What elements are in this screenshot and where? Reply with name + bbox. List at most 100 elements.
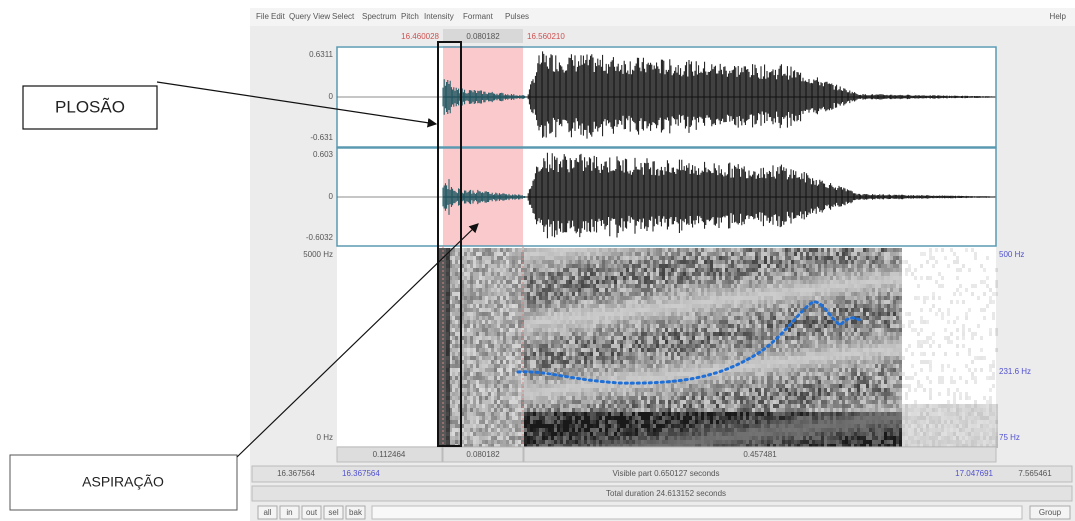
spectrogram-cell [476,272,479,276]
spectrogram-cell [596,280,599,284]
spectrogram-cell [494,280,497,284]
spectrogram-cell [554,364,557,368]
spectrogram-cell [698,320,701,324]
spectrogram-cell [497,272,500,276]
spectrogram-cell [467,368,470,372]
spectrogram-cell [665,388,668,392]
spectrogram-cell [506,420,509,424]
spectrogram-cell [536,296,539,300]
spectrogram-cell [743,284,746,288]
spectrogram-cell [575,292,578,296]
spectrogram-cell [677,364,680,368]
spectrogram-cell [515,308,518,312]
spectrogram-cell [599,352,602,356]
spectrogram-cell [473,400,476,404]
spectrogram-cell [479,356,482,360]
spectrogram-cell [590,404,593,408]
spectrogram-cell [506,424,509,428]
spectrogram-cell [554,356,557,360]
spectrogram-cell [542,384,545,388]
spectrogram-cell [542,316,545,320]
spectrogram-cell [455,264,458,268]
spectrogram-cell [737,288,740,292]
spectrogram-cell [695,368,698,372]
spectrogram-cell [722,360,725,364]
spectrogram-cell [527,440,530,444]
spectrogram-cell [719,440,722,444]
spectrogram-cell [518,340,521,344]
menu-item[interactable]: Formant [463,12,494,21]
spectrogram-cell [488,332,491,336]
spectrogram-cell [554,416,557,420]
spectrogram-cell [632,360,635,364]
spectrogram-cell [662,388,665,392]
menu-item[interactable]: Intensity [424,12,454,21]
spectrogram-cell [488,360,491,364]
spectrogram-cell [605,344,608,348]
spectrogram-cell [698,332,701,336]
spectrogram-cell [653,272,656,276]
spectrogram-cell [698,384,701,388]
spectrogram-cell [677,368,680,372]
spectrogram-cell [689,284,692,288]
spectrogram-cell [473,404,476,408]
spectrogram-cell [695,352,698,356]
spectrogram-cell [686,408,689,412]
menu-item[interactable]: Query [289,12,311,21]
spectrogram-cell [740,296,743,300]
menu-item[interactable]: Edit [271,12,286,21]
spectrogram-cell [542,288,545,292]
spectrogram-cell [491,332,494,336]
spectrogram-cell [671,272,674,276]
spectrogram-cell [716,292,719,296]
spectrogram-cell [725,284,728,288]
spectrogram-cell [713,288,716,292]
spectrogram-cell [674,312,677,316]
spectrogram-cell [572,272,575,276]
spectrogram-cell [737,272,740,276]
spectrogram-cell [599,344,602,348]
spectrogram-cell [572,440,575,444]
spectrogram-cell [740,248,743,252]
spectrogram-cell [563,440,566,444]
spectrogram-cell [476,372,479,376]
spectrogram-cell [650,352,653,356]
spectrogram-cell [692,436,695,440]
spectrogram-cell [566,340,569,344]
spectrogram-cell [638,428,641,432]
menu-item[interactable]: Pitch [401,12,419,21]
spectrogram-cell [620,396,623,400]
selection-duration: 0.080182 [466,32,500,41]
spectrogram-cell [557,396,560,400]
spectrogram-cell [668,284,671,288]
spectrogram-cell [599,292,602,296]
spectrogram-cell [623,264,626,268]
spectrogram-cell [467,392,470,396]
spectrogram-cell [656,364,659,368]
spectrogram-cell [611,420,614,424]
spectrogram-cell [536,264,539,268]
spectrogram-cell [596,300,599,304]
spectrogram-cell [665,248,668,252]
spectrogram-cell [497,428,500,432]
spectrogram-cell [548,384,551,388]
spectrogram-cell [602,384,605,388]
spectrogram-cell [578,392,581,396]
spectrogram-cell [740,412,743,416]
spectrogram-cell [500,248,503,252]
menu-item[interactable]: Select [332,12,355,21]
spectrogram-cell [530,432,533,436]
spectrogram-cell [725,292,728,296]
spectrogram-cell [545,356,548,360]
spectrogram-cell [731,300,734,304]
spectrogram-cell [596,424,599,428]
spectrogram-cell [479,284,482,288]
menu-item[interactable]: Spectrum [362,12,397,21]
spectrogram-cell [713,340,716,344]
menu-help[interactable]: Help [1050,12,1067,21]
spectrogram-cell [608,336,611,340]
menu-item[interactable]: File [256,12,269,21]
spectrogram-cell [497,356,500,360]
menu-item[interactable]: View [313,12,330,21]
menu-item[interactable]: Pulses [505,12,529,21]
